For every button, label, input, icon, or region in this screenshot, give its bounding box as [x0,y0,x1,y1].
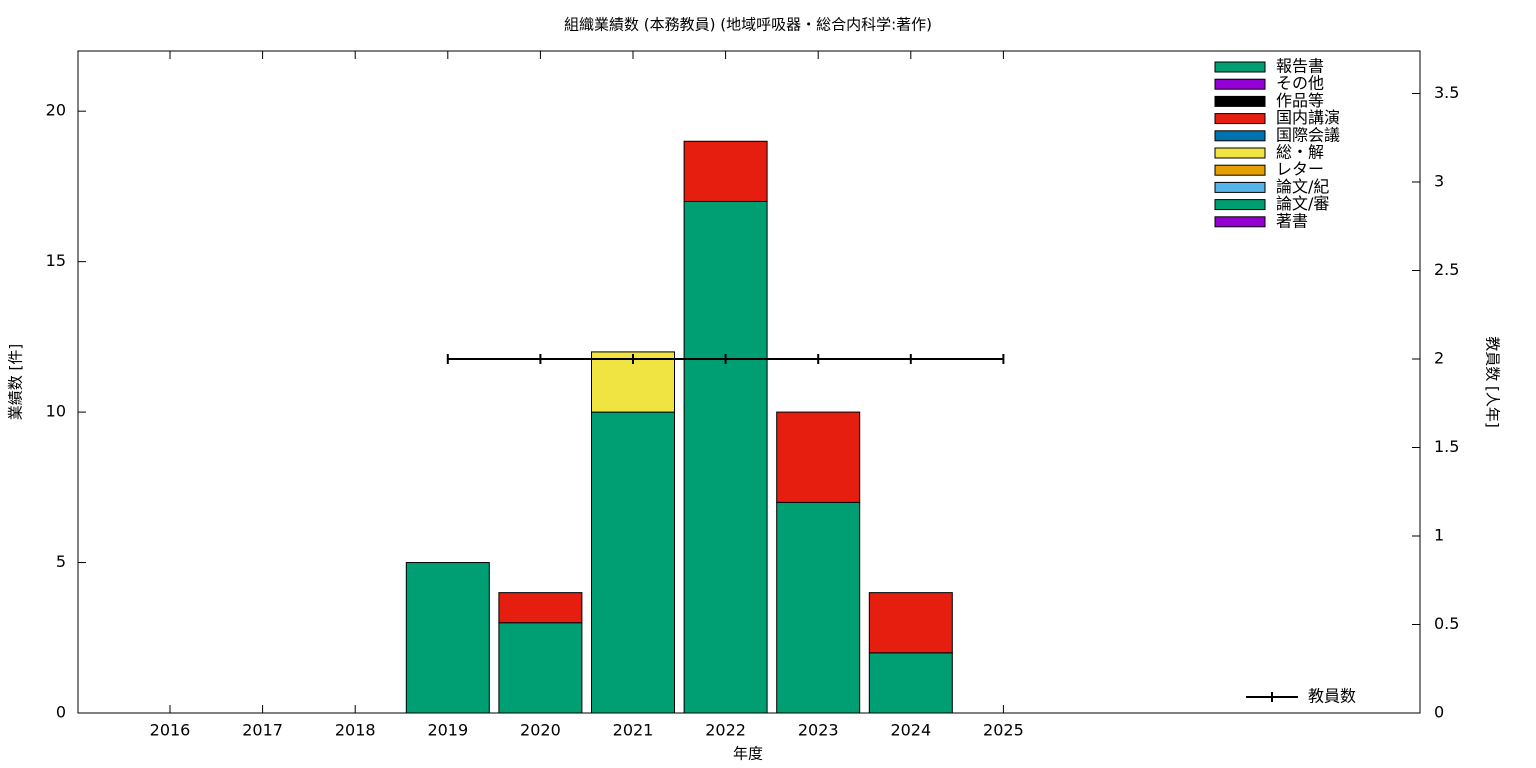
bar-segment [405,562,490,714]
x-tick-label: 2023 [798,721,839,740]
bar-segment [683,200,768,714]
y2-tick-label: 1.5 [1434,437,1459,456]
x-tick-label: 2024 [890,721,931,740]
bar-segment [868,652,953,714]
legend-label: レター [1276,160,1324,179]
x-tick-label: 2019 [427,721,468,740]
legend-swatch [1214,147,1266,159]
legend-swatch [1214,199,1266,211]
bar-segment [776,501,861,714]
legend-label: 論文/紀 [1276,177,1329,196]
chart-title: 組織業績数 (本務教員) (地域呼吸器・総合内科学:著作) [564,16,932,34]
x-tick-label: 2025 [983,721,1024,740]
legend-swatch [1214,216,1266,228]
legend-swatch [1214,95,1266,107]
y-axis-label: 業績数 [件] [7,344,25,420]
y-tick-label: 10 [46,402,66,421]
y-tick-label: 15 [46,251,66,270]
x-tick-label: 2022 [705,721,746,740]
x-tick-label: 2021 [613,721,654,740]
legend-swatch [1214,164,1266,176]
y-tick-label: 20 [46,101,66,120]
legend-swatch [1214,113,1266,125]
legend-swatch [1214,130,1266,142]
x-axis-label: 年度 [733,745,763,763]
bar-segment [868,592,953,654]
y2-tick-label: 0 [1434,703,1444,722]
y2-tick-label: 2.5 [1434,260,1459,279]
legend-label: 作品等 [1276,91,1324,110]
y2-axis-label: 教員数 [人年] [1484,336,1502,427]
y2-tick-label: 0.5 [1434,614,1459,633]
legend-swatch [1214,181,1266,193]
x-tick-label: 2017 [242,721,283,740]
legend-label: 著書 [1276,211,1308,230]
y2-tick-label: 3.5 [1434,83,1459,102]
legend-label: 国際会議 [1276,125,1340,144]
y2-tick-label: 1 [1434,525,1444,544]
legend-label: 報告書 [1276,57,1324,76]
legend-label: 総・解 [1276,143,1324,162]
bar-segment [683,140,768,202]
bar-segment [591,411,675,714]
legend-swatch [1214,78,1266,90]
legend-swatch [1214,61,1266,73]
x-tick-label: 2018 [335,721,376,740]
legend-label: 国内講演 [1276,108,1340,127]
y-tick-label: 5 [56,552,66,571]
legend-label: 教員数 [1308,687,1356,706]
y-tick-label: 0 [56,703,66,722]
bar-segment [498,622,583,714]
x-tick-label: 2016 [150,721,191,740]
x-tick-label: 2020 [520,721,561,740]
y2-tick-label: 3 [1434,171,1444,190]
legend-label: その他 [1276,74,1324,93]
legend-label: 論文/審 [1276,194,1329,213]
y2-tick-label: 2 [1434,348,1444,367]
bar-segment [776,411,861,503]
bar-segment [498,592,583,624]
